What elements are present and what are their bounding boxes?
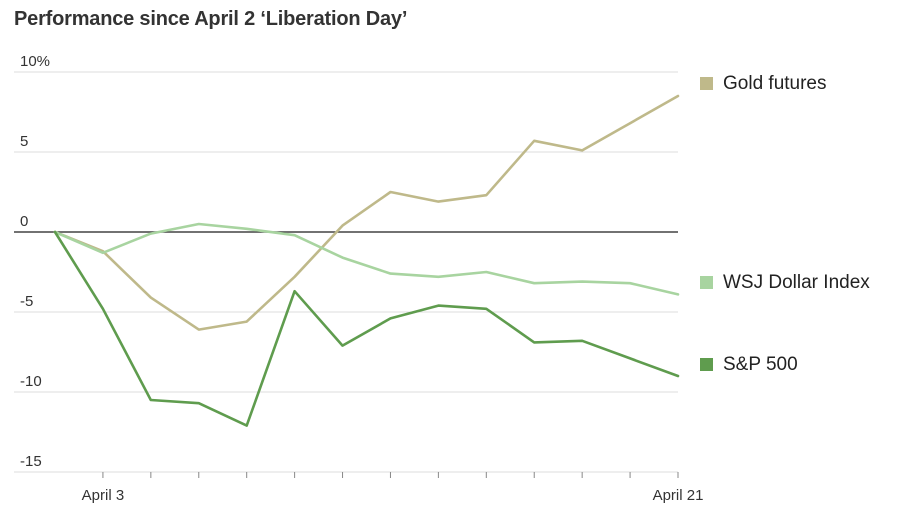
- x-tick-label: April 3: [82, 487, 125, 504]
- legend-label-gold-futures: Gold futures: [723, 73, 827, 94]
- y-tick-label: -5: [20, 293, 33, 310]
- legend: Gold futures WSJ Dollar Index S&P 500: [700, 73, 870, 375]
- y-tick-label: -10: [20, 373, 42, 390]
- x-tick-label: April 21: [653, 487, 704, 504]
- y-axis-tick-labels: 10% 5 0 -5 -10 -15: [20, 53, 50, 470]
- series-lines: [53, 94, 680, 427]
- legend-label-wsj-dollar-index: WSJ Dollar Index: [723, 272, 870, 293]
- series-line-wsj-dollar-index: [53, 222, 680, 296]
- gridlines: [14, 71, 678, 473]
- legend-swatch-wsj-dollar-index: [700, 276, 713, 289]
- y-tick-label: -15: [20, 453, 42, 470]
- chart-title: Performance since April 2 ‘Liberation Da…: [14, 8, 408, 30]
- x-axis: April 3 April 21: [82, 472, 704, 504]
- legend-label-s-p-500: S&P 500: [723, 354, 798, 375]
- series-line-s-p-500: [53, 230, 680, 427]
- legend-swatch-gold-futures: [700, 77, 713, 90]
- series-line-gold-futures: [53, 94, 680, 331]
- y-tick-label: 10%: [20, 53, 50, 70]
- y-tick-label: 0: [20, 213, 28, 230]
- legend-swatch-s-p-500: [700, 358, 713, 371]
- y-tick-label: 5: [20, 133, 28, 150]
